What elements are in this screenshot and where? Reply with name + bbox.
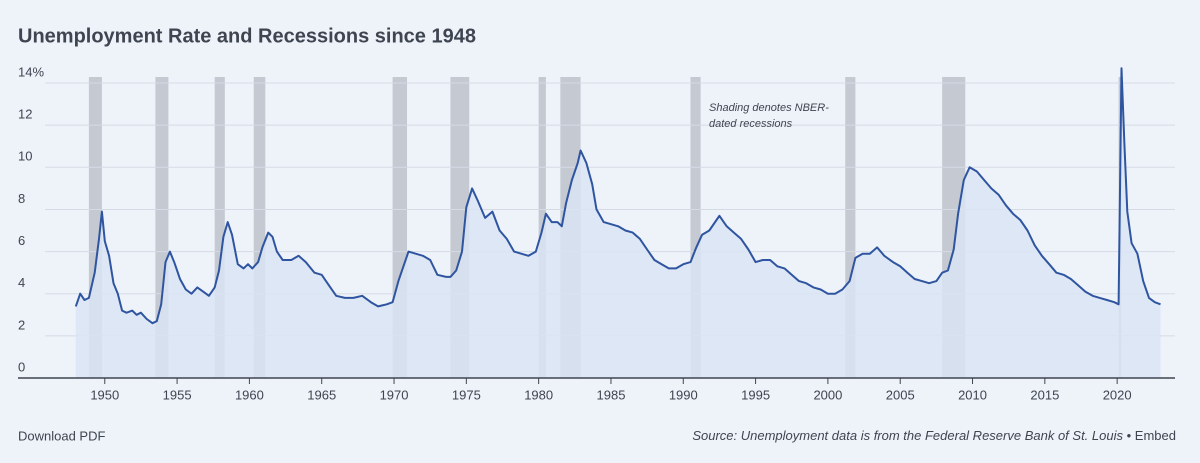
line — [74, 67, 1161, 325]
x-tick-label: 1970 — [380, 387, 409, 402]
x-tick-label: 2015 — [1030, 387, 1059, 402]
x-tick-label: 1995 — [741, 387, 770, 402]
annotation: dated recessions — [709, 118, 793, 130]
x-tick-label: 2005 — [886, 387, 915, 402]
embed-link[interactable]: Embed — [1135, 428, 1176, 443]
x-tick-label: 1955 — [163, 387, 192, 402]
recession-band — [690, 77, 701, 378]
y-tick-label: 8 — [18, 191, 25, 206]
y-tick-label: 12 — [18, 107, 32, 122]
x-tick-label: 1985 — [597, 387, 626, 402]
area — [75, 68, 1161, 379]
source: Source: Unemployment data is from the Fe… — [692, 428, 1123, 443]
x-tick-label: 1950 — [90, 387, 119, 402]
download-link[interactable]: Download PDF — [18, 428, 105, 443]
x-tick-label: 1960 — [235, 387, 264, 402]
plot: 0 2 4 6 8 10 12 14% 1950 1955 1960 1965 1970 1975 1980… — [18, 64, 1175, 402]
x-tick-label: 2020 — [1103, 387, 1132, 402]
x-tick-label: 1990 — [669, 387, 698, 402]
recession-band — [845, 77, 856, 378]
footer-text: Source: Unemployment data is from the Fe… — [692, 428, 1176, 443]
recession-band — [214, 77, 225, 378]
recession-band — [253, 77, 266, 378]
chart-title: Unemployment Rate and Recessions since 1… — [18, 25, 476, 47]
x-tick-label: 1965 — [307, 387, 336, 402]
x-tick-label: 2010 — [958, 387, 987, 402]
y-tick-label: 0 — [18, 359, 25, 374]
y-tick-label: 10 — [18, 149, 32, 164]
y-tick-label: 2 — [18, 317, 25, 332]
x-tick-label: 1980 — [524, 387, 553, 402]
annotation: Shading denotes NBER- — [709, 102, 829, 114]
x-tick-label: 2000 — [813, 387, 842, 402]
separator: • — [1127, 428, 1132, 443]
y-tick-label: 14% — [18, 64, 44, 79]
x-tick-label: 1975 — [452, 387, 481, 402]
y-tick-label: 4 — [18, 275, 25, 290]
y-tick-label: 6 — [18, 233, 25, 248]
